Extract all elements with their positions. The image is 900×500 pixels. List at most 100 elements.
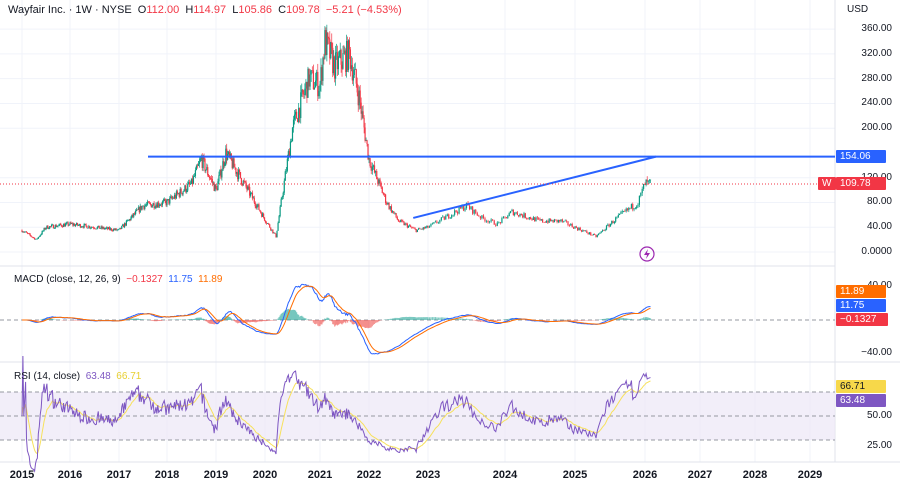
macd-histogram-bar: [347, 320, 350, 321]
macd-histogram-bar: [514, 318, 516, 320]
candle-body: [107, 227, 109, 230]
candle-body: [208, 176, 211, 179]
macd-histogram-bar: [351, 320, 353, 325]
candle-body: [584, 230, 587, 232]
candle-body: [178, 193, 180, 197]
candle-body: [250, 192, 252, 196]
macd-histogram-bar: [439, 317, 441, 320]
candle-body: [67, 222, 69, 226]
candle-body: [93, 228, 96, 229]
macd-signal-tag: 11.89: [836, 285, 886, 298]
candle-body: [527, 218, 529, 219]
candle-body: [65, 222, 67, 224]
candle-body: [165, 201, 167, 206]
macd-histogram-bar: [455, 318, 457, 320]
candle-body: [464, 208, 466, 211]
candle-body: [636, 206, 638, 209]
candle-body: [621, 211, 623, 213]
candle-body: [399, 221, 401, 223]
candle-body: [251, 192, 254, 199]
candle-body: [57, 225, 59, 227]
candle-body: [404, 223, 406, 226]
candle-body: [118, 229, 120, 230]
macd-histogram-bar: [495, 320, 497, 322]
macd-histogram-bar: [320, 320, 322, 325]
candle-body: [327, 32, 329, 39]
macd-histogram-bar: [365, 320, 367, 328]
lightning-icon-glyph: [644, 249, 650, 259]
candle-body: [228, 151, 231, 157]
candle-body: [218, 175, 220, 182]
candle-body: [559, 220, 561, 222]
candle-body: [253, 197, 255, 203]
candle-body: [392, 211, 394, 213]
macd-histogram-bar: [647, 317, 649, 320]
candle-body: [175, 191, 178, 199]
rsi-value: 63.48: [85, 371, 111, 382]
macd-histogram-bar: [318, 320, 320, 327]
macd-histogram-bar: [406, 317, 408, 320]
candle-body: [348, 40, 350, 50]
candle-body: [365, 140, 367, 141]
candle-body: [478, 215, 480, 217]
macd-histogram-bar: [35, 320, 37, 321]
candle-body: [386, 202, 388, 205]
macd-histogram-bar: [583, 320, 585, 321]
candle-body: [641, 188, 643, 194]
candle-body: [43, 228, 45, 231]
candle-body: [563, 220, 565, 222]
macd-histogram-bar: [641, 318, 643, 320]
macd-histogram-bar: [468, 319, 471, 320]
candle-body: [184, 185, 186, 191]
candle-body: [427, 225, 429, 228]
macd-histogram-bar: [199, 317, 201, 320]
macd-histogram-bar: [151, 320, 153, 321]
candle-body: [454, 210, 456, 215]
candle-body: [35, 238, 37, 240]
candle-body: [176, 191, 178, 194]
candle-body: [322, 57, 324, 81]
macd-histogram-bar: [160, 320, 163, 321]
candle-body: [116, 229, 118, 231]
macd-histogram-bar: [259, 320, 261, 322]
candle-body: [135, 209, 138, 211]
candle-body: [512, 209, 514, 216]
macd-histogram-bar: [434, 317, 437, 320]
candle-body: [615, 217, 617, 222]
candle-body: [97, 225, 99, 228]
macd-histogram-bar: [138, 319, 140, 320]
candle-body: [344, 50, 346, 54]
low-value: 105.86: [238, 4, 272, 16]
candle-body: [217, 181, 219, 191]
candle-body: [297, 118, 299, 123]
macd-histogram-bar: [407, 316, 410, 320]
macd-histogram-bar: [234, 320, 236, 322]
macd-tag: 11.75: [836, 299, 886, 312]
candle-body: [335, 52, 338, 54]
macd-histogram-bar: [158, 320, 160, 321]
macd-histogram-bar: [619, 317, 621, 320]
candle-body: [273, 232, 275, 234]
macd-histogram-bar: [130, 318, 132, 320]
candle-body: [92, 227, 95, 229]
candle-body: [481, 215, 483, 219]
macd-legend: MACD (close, 12, 26, 9) −0.1327 11.75 11…: [14, 274, 222, 285]
candle-body: [29, 233, 31, 236]
macd-histogram-bar: [336, 320, 339, 326]
macd-histogram-bar: [479, 320, 481, 323]
candle-body: [516, 212, 518, 216]
macd-histogram-bar: [377, 320, 379, 323]
candle-body: [355, 69, 357, 84]
candle-body: [155, 204, 157, 208]
trendline: [413, 155, 657, 219]
candle-body: [193, 176, 196, 177]
macd-histogram-bar: [487, 320, 489, 323]
rsi-legend: RSI (14, close) 63.48 66.71: [14, 371, 141, 382]
macd-histogram-bar: [431, 317, 434, 320]
macd-histogram-bar: [649, 318, 652, 320]
candle-body: [345, 50, 347, 72]
macd-histogram-bar: [646, 317, 648, 320]
candle-body: [402, 221, 404, 222]
